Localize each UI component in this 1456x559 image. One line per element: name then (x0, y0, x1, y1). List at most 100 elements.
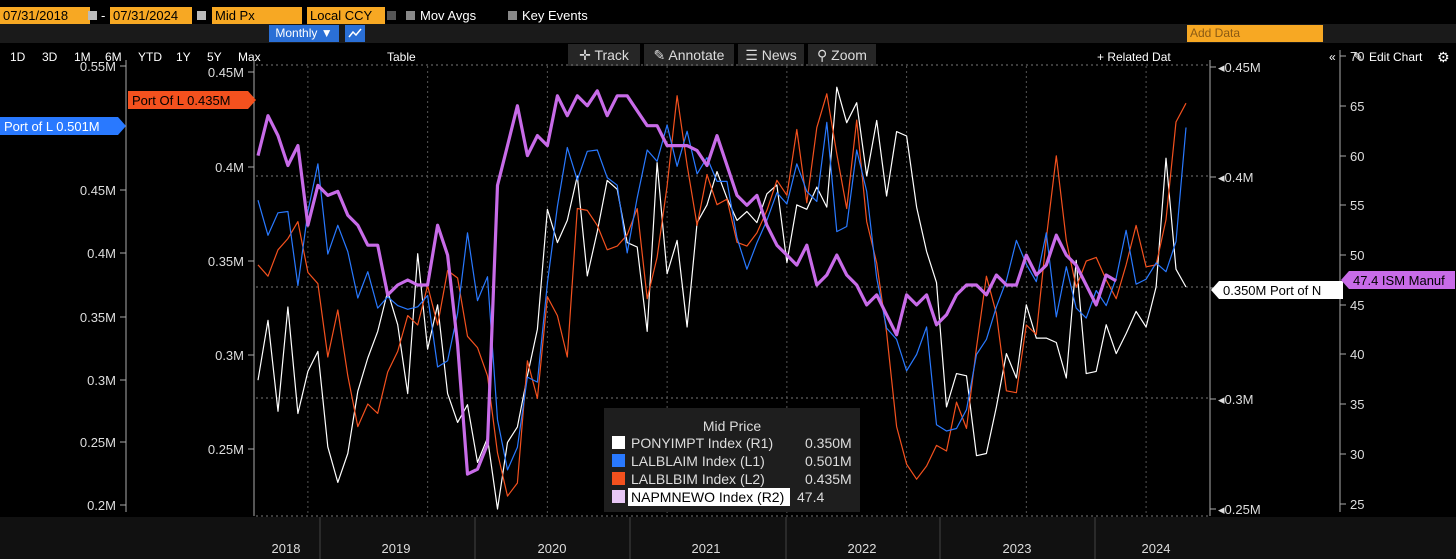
period-6m[interactable]: 6M (105, 50, 122, 64)
mov-avgs-label[interactable]: Mov Avgs (420, 8, 477, 23)
news-icon: ☰ (745, 47, 762, 63)
r2-value-tag: 47.4 ISM Manuf (1353, 273, 1445, 288)
r2-value-tag-box (1341, 271, 1455, 289)
news-button[interactable]: ☰ News (738, 44, 804, 66)
x-tick-label: 2019 (382, 541, 411, 556)
x-axis-band (0, 517, 1456, 559)
r2-tick-label: 65 (1350, 99, 1364, 114)
legend-title: Mid Price (703, 418, 762, 434)
l1-value-tag: Port of L 0.501M (4, 119, 100, 134)
x-tick-label: 2018 (272, 541, 301, 556)
l2-value-tag: Port Of L 0.435M (132, 93, 231, 108)
l1-value-tag-box (0, 117, 126, 135)
legend-swatch (612, 436, 625, 449)
chart-type-icon[interactable] (345, 25, 365, 42)
series-line-lalblaim (257, 121, 1187, 471)
end-date-field[interactable]: 07/31/2024 (110, 7, 192, 24)
r2-tick-label: 70 (1350, 49, 1364, 64)
related-data-button[interactable]: + Related Dat (1097, 50, 1171, 64)
r1-tick-label: ◂0.45M (1218, 60, 1261, 75)
legend-entry-value: 47.4 (797, 489, 824, 505)
x-tick-label: 2021 (692, 541, 721, 556)
r2-tick-label: 45 (1350, 298, 1364, 313)
edit-icon[interactable]: ✎ (1353, 50, 1364, 64)
r2-tick-label: 35 (1350, 397, 1364, 412)
r2-tick-label: 25 (1350, 497, 1364, 512)
series-line-napmnewo (256, 89, 1118, 476)
legend-swatch (612, 454, 625, 467)
period-max[interactable]: Max (238, 50, 261, 64)
l1-tick-label: 0.25M (80, 435, 116, 450)
add-data-input[interactable]: Add Data (1187, 25, 1323, 42)
r1-tick-label: ◂0.3M (1218, 392, 1253, 407)
field-select[interactable]: Mid Px (212, 7, 302, 24)
l2-value-tag-box (128, 91, 256, 109)
r1-value-tag: 0.350M Port of N (1223, 283, 1321, 298)
l1-tick-label: 0.2M (87, 498, 116, 513)
x-tick-label: 2022 (848, 541, 877, 556)
legend-entry-value: 0.501M (805, 453, 852, 469)
legend-entry-value: 0.435M (805, 471, 852, 487)
legend-entry-label: LALBLBIM Index (L2) (631, 471, 765, 487)
l2-tick-label: 0.45M (208, 65, 244, 80)
r2-tick-label: 40 (1350, 347, 1364, 362)
legend-swatch (612, 472, 625, 485)
legend-highlight (628, 488, 790, 506)
start-date-field[interactable]: 07/31/2018 (0, 7, 90, 24)
legend-swatch (612, 490, 625, 503)
x-tick-label: 2023 (1003, 541, 1032, 556)
l2-tick-label: 0.3M (215, 348, 244, 363)
series-line-ponyimpt (257, 86, 1187, 510)
l1-tick-label: 0.3M (87, 373, 116, 388)
r1-value-tag-box (1211, 281, 1343, 299)
period-5y[interactable]: 5Y (207, 50, 222, 64)
l1-tick-label: 0.4M (87, 246, 116, 261)
r1-tick-label: ◂0.4M (1218, 170, 1253, 185)
r2-tick-label: 55 (1350, 198, 1364, 213)
legend-entry-label: LALBLAIM Index (L1) (631, 453, 765, 469)
legend-entry-value: 0.350M (805, 435, 852, 451)
frequency-select[interactable]: Monthly ▼ (269, 25, 339, 42)
currency-select[interactable]: Local CCY (307, 7, 385, 24)
l2-tick-label: 0.4M (215, 160, 244, 175)
l2-tick-label: 0.35M (208, 254, 244, 269)
calendar-icon[interactable] (197, 11, 206, 20)
checkbox-icon[interactable] (508, 11, 517, 20)
period-1m[interactable]: 1M (74, 50, 91, 64)
table-button[interactable]: Table (387, 50, 416, 64)
collapse-icon[interactable]: « (1329, 50, 1336, 64)
r2-tick-label: 60 (1350, 149, 1364, 164)
period-3d[interactable]: 3D (42, 50, 58, 64)
checkbox-icon[interactable] (406, 11, 415, 20)
period-1y[interactable]: 1Y (176, 50, 191, 64)
legend-entry-label: PONYIMPT Index (R1) (631, 435, 773, 451)
r2-tick-label: 30 (1350, 447, 1364, 462)
pencil-icon: ✎ (653, 47, 669, 63)
legend-entry-label: NAPMNEWO Index (R2) (631, 489, 784, 505)
x-tick-label: 2024 (1142, 541, 1171, 556)
r1-tick-label: ◂0.25M (1218, 502, 1261, 517)
edit-chart-button[interactable]: Edit Chart (1369, 50, 1423, 64)
period-1d[interactable]: 1D (10, 50, 26, 64)
l1-tick-label: 0.55M (80, 59, 116, 74)
x-tick-label: 2020 (538, 541, 567, 556)
track-button[interactable]: ✛ Track (568, 44, 640, 66)
top-toolbar: 07/31/2018 - 07/31/2024 Mid Px Local CCY… (0, 0, 1456, 24)
dropdown-icon[interactable] (387, 11, 396, 20)
l1-tick-label: 0.35M (80, 310, 116, 325)
r2-tick-label: 50 (1350, 248, 1364, 263)
magnifier-icon: ⚲ (817, 47, 832, 63)
l1-tick-label: 0.45M (80, 183, 116, 198)
zoom-button[interactable]: ⚲ Zoom (808, 44, 876, 66)
date-separator: - (101, 8, 106, 23)
period-ytd[interactable]: YTD (138, 50, 162, 64)
crosshair-icon: ✛ (579, 47, 595, 63)
settings-icon[interactable]: ⚙ (1437, 49, 1450, 65)
l2-tick-label: 0.25M (208, 442, 244, 457)
calendar-icon[interactable] (88, 11, 97, 20)
key-events-label[interactable]: Key Events (522, 8, 588, 23)
annotate-button[interactable]: ✎ Annotate (644, 44, 734, 66)
series-line-lalblbim (257, 93, 1187, 497)
